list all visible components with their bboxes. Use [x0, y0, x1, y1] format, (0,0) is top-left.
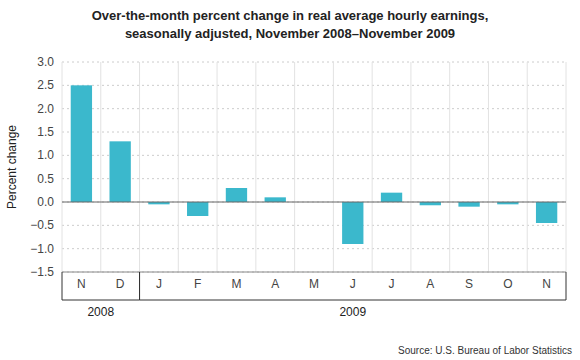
zero-line — [62, 202, 566, 203]
y-tick-label: −1.5 — [30, 265, 54, 279]
x-tick-label: M — [231, 277, 241, 291]
chart: Over-the-month percent change in real av… — [0, 0, 580, 360]
x-tick-label: A — [426, 277, 434, 291]
category-separator — [178, 62, 179, 272]
bar — [265, 197, 286, 202]
category-separator — [217, 62, 218, 272]
bar — [342, 202, 363, 244]
category-separator — [62, 62, 63, 272]
x-tick-label: J — [156, 277, 162, 291]
x-axis-line — [62, 272, 566, 273]
y-tick-label: 2.0 — [37, 102, 54, 116]
grid-line — [62, 108, 566, 109]
y-tick-label: 2.5 — [37, 78, 54, 92]
grid-line — [62, 85, 566, 86]
year-divider — [62, 272, 63, 300]
y-tick-label: −0.5 — [30, 218, 54, 232]
year-label: 2008 — [87, 305, 114, 319]
bar — [109, 141, 130, 202]
x-tick-label: N — [77, 277, 86, 291]
x-tick-label: N — [542, 277, 551, 291]
category-separator — [566, 62, 567, 272]
grid-line — [62, 132, 566, 133]
y-axis-label: Percent change — [5, 125, 19, 209]
bar — [458, 202, 479, 207]
x-tick-label: D — [116, 277, 125, 291]
year-label: 2009 — [339, 305, 366, 319]
subtitle: seasonally adjusted, November 2008–Novem… — [125, 26, 455, 41]
category-separator — [410, 62, 411, 272]
grid-line — [62, 62, 566, 63]
y-tick-label: 0.0 — [37, 195, 54, 209]
year-bracket — [140, 300, 566, 301]
category-separator — [100, 62, 101, 272]
year-bracket — [62, 300, 140, 301]
x-tick-label: J — [389, 277, 395, 291]
x-tick-label: F — [194, 277, 201, 291]
grid — [62, 62, 566, 272]
x-tick-label: S — [465, 277, 473, 291]
y-tick-label: −1.0 — [30, 242, 54, 256]
category-separator — [333, 62, 334, 272]
grid-line — [62, 155, 566, 156]
category-separator — [488, 62, 489, 272]
category-separator — [449, 62, 450, 272]
bars — [71, 85, 558, 244]
y-tick-label: 0.5 — [37, 172, 54, 186]
grid-line — [62, 225, 566, 226]
x-tick-label: O — [503, 277, 512, 291]
category-separator — [139, 62, 140, 272]
bar — [187, 202, 208, 216]
y-tick-label: 1.0 — [37, 148, 54, 162]
bar — [71, 85, 92, 202]
y-tick-label: 3.0 — [37, 55, 54, 69]
grid-line — [62, 178, 566, 179]
year-divider — [139, 272, 140, 300]
year-divider — [139, 272, 140, 300]
grid-line — [62, 248, 566, 249]
grid-line — [62, 272, 566, 273]
year-divider — [566, 272, 567, 300]
category-separator — [527, 62, 528, 272]
title: Over-the-month percent change in real av… — [92, 8, 489, 23]
x-tick-label: M — [309, 277, 319, 291]
grid-line — [62, 202, 566, 203]
x-tick-label: A — [271, 277, 279, 291]
source: Source: U.S. Bureau of Labor Statistics — [398, 345, 572, 356]
category-separator — [294, 62, 295, 272]
category-separator — [372, 62, 373, 272]
bar — [536, 202, 557, 223]
category-separator — [255, 62, 256, 272]
bar — [381, 193, 402, 202]
bar — [226, 188, 247, 202]
x-tick-label: J — [350, 277, 356, 291]
y-tick-label: 1.5 — [37, 125, 54, 139]
